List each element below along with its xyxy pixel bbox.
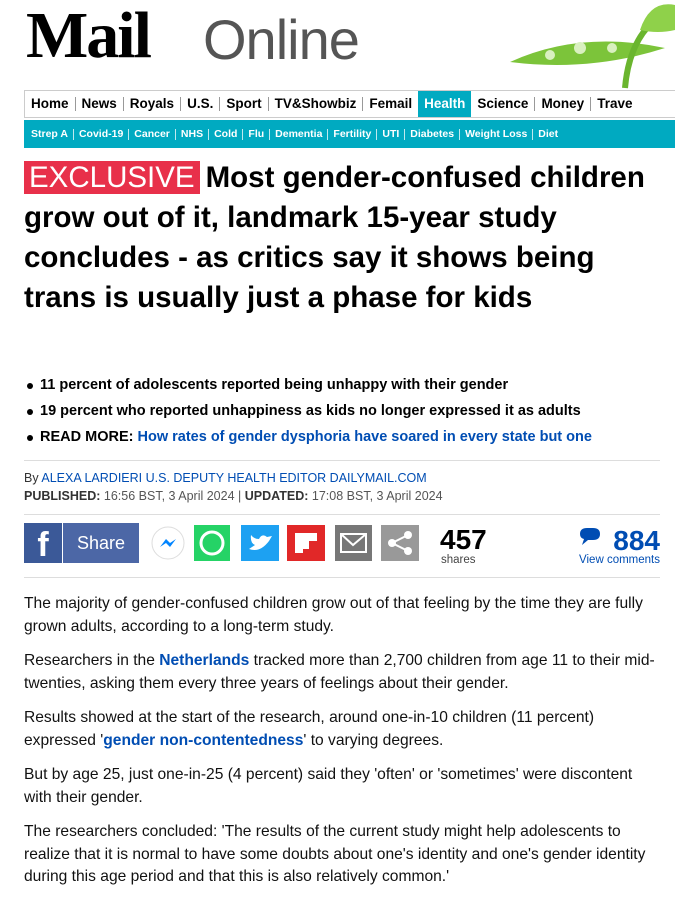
messenger-share[interactable]: [151, 526, 185, 560]
nav-item[interactable]: Royals: [122, 96, 180, 111]
headline-text: Most gender-confused children grow out o…: [24, 161, 645, 314]
bullet-item: 11 percent of adolescents reported being…: [24, 372, 675, 398]
paragraph-text: But by age 25, just one-in-25 (4 percent…: [24, 766, 633, 806]
sub-nav-item[interactable]: NHS: [174, 128, 208, 140]
byline-author[interactable]: ALEXA LARDIERI U.S. DEPUTY HEALTH EDITOR…: [41, 471, 427, 485]
published-date: 16:56 BST, 3 April 2024: [103, 489, 235, 503]
nav-item[interactable]: News: [74, 96, 123, 111]
comment-label: View comments: [579, 554, 660, 565]
headline: EXCLUSIVE Most gender-confused children g…: [24, 158, 654, 318]
share-bar: f Share 457 shares 884 View comments: [24, 523, 660, 565]
bullet-list: 11 percent of adolescents reported being…: [24, 372, 675, 450]
sub-nav-item[interactable]: UTI: [376, 128, 404, 140]
share-count-label: shares: [441, 554, 476, 565]
nav-item[interactable]: Science: [477, 96, 529, 111]
email-share[interactable]: [335, 525, 372, 561]
paragraph: Researchers in the Netherlands tracked m…: [24, 650, 660, 695]
share-icons: f Share 457 shares 884 View comments: [24, 523, 660, 565]
paragraph-text: ' to varying degrees.: [303, 731, 444, 749]
nav-item[interactable]: Femail: [362, 96, 418, 111]
leaf-graphic: [510, 4, 675, 89]
inline-link[interactable]: gender non-contentedness: [103, 731, 304, 749]
inline-link[interactable]: Netherlands: [159, 652, 250, 669]
paragraph: The researchers concluded: 'The results …: [24, 821, 660, 889]
divider: [24, 577, 660, 578]
bullet-link[interactable]: How rates of gender dysphoria have soare…: [137, 429, 592, 445]
nav-item[interactable]: Sport: [219, 96, 267, 111]
paragraph-text: The researchers concluded: 'The results …: [24, 823, 646, 885]
sub-nav-item[interactable]: Strep A: [31, 127, 68, 140]
sub-nav-item[interactable]: Covid-19: [72, 128, 128, 140]
bullet-text: 11 percent of adolescents reported being…: [40, 377, 509, 393]
nav-item[interactable]: Money: [534, 96, 590, 111]
bullet-text: 19 percent who reported unhappiness as k…: [40, 403, 581, 419]
logo-online[interactable]: Online: [203, 8, 360, 71]
flipboard-share[interactable]: [287, 525, 325, 561]
more-share[interactable]: [381, 525, 419, 561]
nav-item[interactable]: U.S.: [180, 96, 219, 111]
divider: [24, 460, 660, 461]
dates: PUBLISHED: 16:56 BST, 3 April 2024 | UPD…: [24, 489, 443, 503]
sub-nav-item[interactable]: Dementia: [269, 128, 327, 140]
svg-text:f: f: [37, 526, 49, 564]
sub-nav-item[interactable]: Cancer: [128, 128, 175, 140]
nav-bar: Home News Royals U.S. Sport TV&Showbiz Femail H…: [24, 90, 675, 118]
nav-item[interactable]: Trave: [590, 96, 638, 111]
sub-nav-item[interactable]: Diabetes: [404, 128, 459, 140]
sub-nav-item[interactable]: Flu: [242, 128, 269, 140]
bullet-item: READ MORE: How rates of gender dysphoria…: [24, 424, 675, 450]
share-button-label: Share: [77, 533, 125, 553]
article-body: The majority of gender-confused children…: [24, 593, 660, 901]
twitter-share[interactable]: [241, 525, 279, 561]
paragraph-text: The majority of gender-confused children…: [24, 595, 643, 635]
paragraph-text: Results showed at the start of the resea…: [24, 709, 595, 749]
sub-nav-bar: Strep A Covid-19 Cancer NHS Cold Flu Dementia F…: [24, 120, 675, 148]
share-count: 457: [440, 524, 487, 555]
paragraph: But by age 25, just one-in-25 (4 percent…: [24, 764, 660, 809]
updated-date: 17:08 BST, 3 April 2024: [311, 489, 443, 503]
updated-label: UPDATED:: [244, 489, 309, 503]
paragraph: Results showed at the start of the resea…: [24, 707, 660, 752]
published-label: PUBLISHED:: [24, 489, 101, 503]
paragraph-text: tracked more than 2,700 children from ag…: [24, 652, 655, 692]
sub-nav-item[interactable]: Fertility: [327, 128, 376, 140]
byline: By ALEXA LARDIERI U.S. DEPUTY HEALTH EDI…: [24, 471, 427, 485]
bullet-text: READ MORE:: [40, 429, 134, 445]
sub-nav-item[interactable]: Diet: [532, 128, 563, 140]
whatsapp-share[interactable]: [194, 525, 230, 561]
paragraph: The majority of gender-confused children…: [24, 593, 660, 638]
comments-link[interactable]: 884 View comments: [579, 525, 660, 565]
sub-nav-item[interactable]: Cold: [208, 128, 242, 140]
logo-mail[interactable]: Mail: [26, 0, 152, 72]
comment-count: 884: [613, 525, 660, 556]
nav-item[interactable]: Home: [31, 96, 69, 111]
exclusive-label: EXCLUSIVE: [24, 161, 200, 194]
sub-nav-item[interactable]: Weight Loss: [459, 128, 532, 140]
nav-item[interactable]: Health: [418, 91, 472, 117]
bullet-item: 19 percent who reported unhappiness as k…: [24, 398, 675, 424]
divider: [24, 514, 660, 515]
date-separator: |: [238, 489, 242, 503]
facebook-share[interactable]: f Share: [24, 523, 139, 564]
nav-item[interactable]: TV&Showbiz: [267, 96, 363, 111]
byline-by: By: [24, 471, 39, 485]
paragraph-text: Researchers in the: [24, 652, 160, 669]
